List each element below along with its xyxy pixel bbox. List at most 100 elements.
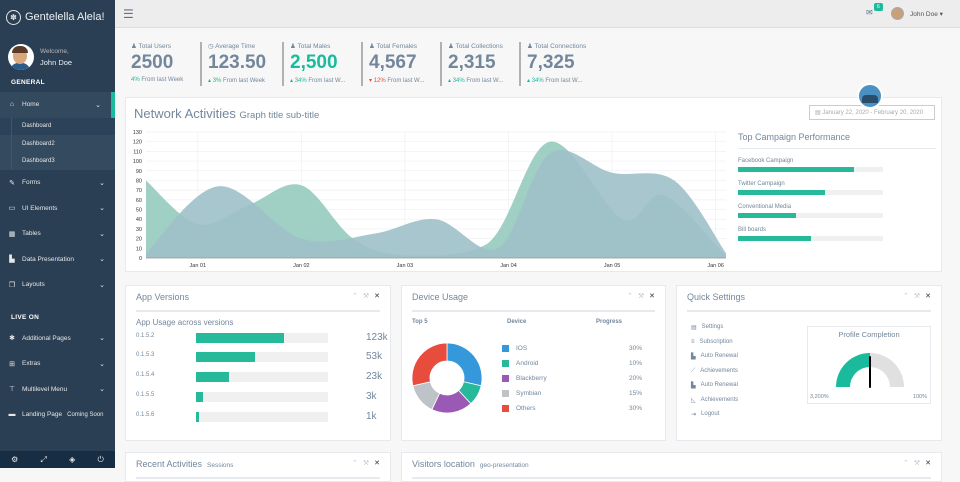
- profile-completion-gauge: Profile Completion 3,200% 100%: [807, 326, 931, 404]
- chevron-up-icon[interactable]: ⌃: [351, 293, 358, 300]
- sidebar-item-label: Landing Page: [22, 411, 63, 419]
- close-icon[interactable]: ✕: [374, 293, 380, 300]
- tile-label: Total Connections: [534, 43, 587, 50]
- device-row: Blackberry 20%: [502, 374, 647, 386]
- user-icon: ♟: [448, 43, 454, 50]
- laptop-icon: ▬: [8, 411, 16, 419]
- sidebar-item-multilevel-menu[interactable]: ⊤ Multilevel Menu ⌄: [0, 377, 115, 403]
- x-tick-label: Jan 04: [500, 263, 517, 269]
- settings-icon[interactable]: ⚙: [11, 455, 19, 464]
- quick-setting-label: Auto Renewal: [700, 382, 738, 388]
- panel-title: Quick Settings: [687, 292, 746, 302]
- tile-count: 2,500: [290, 52, 338, 73]
- legend-swatch: [502, 360, 509, 367]
- device-row: Android 10%: [502, 359, 647, 371]
- close-icon[interactable]: ✕: [374, 460, 380, 467]
- version-value: 1k: [366, 411, 377, 422]
- sidebar-subitem-dashboard3[interactable]: Dashboard3: [0, 152, 115, 171]
- close-icon[interactable]: ✕: [925, 293, 931, 300]
- table-icon: ▦: [8, 230, 16, 238]
- sidebar-subitem-dashboard[interactable]: Dashboard: [0, 117, 115, 135]
- tile-count: 4,567: [369, 52, 417, 73]
- sidebar-item-data-presentation[interactable]: ▙ Data Presentation ⌄: [0, 247, 115, 273]
- sort-asc-icon: ▴: [208, 78, 212, 84]
- tile-percent: 4%: [131, 77, 140, 83]
- sidebar-item-ui-elements[interactable]: ▭ UI Elements ⌄: [0, 196, 115, 222]
- quick-setting-settings[interactable]: ▤ Settings: [691, 324, 723, 331]
- campaign-label: Bill boards: [738, 227, 767, 233]
- chevron-down-icon: ⌄: [99, 205, 105, 213]
- sidebar-subitem-dashboard2[interactable]: Dashboard2: [0, 135, 115, 153]
- chevron-up-icon[interactable]: ⌃: [902, 293, 909, 300]
- quick-setting-achievements[interactable]: ◺ Achievements: [691, 397, 738, 404]
- y-tick-label: 80: [136, 178, 142, 184]
- brand[interactable]: ✽ Gentelella Alela!: [0, 0, 115, 34]
- campaign-progress: [738, 167, 883, 172]
- bar-chart-icon: ▙: [9, 256, 15, 264]
- device-row: Symbian 15%: [502, 389, 647, 401]
- chevron-down-icon: ⌄: [95, 101, 101, 109]
- sidebar-item-home[interactable]: ⌂ Home ⌄: [0, 92, 115, 118]
- chevron-up-icon[interactable]: ⌃: [351, 460, 358, 467]
- chevron-down-icon: ⌄: [99, 335, 105, 343]
- quick-setting-auto-renewal[interactable]: ▙ Auto Renewal: [691, 382, 738, 389]
- sidebar-item-layouts[interactable]: ❐ Layouts ⌄: [0, 272, 115, 298]
- fullscreen-icon[interactable]: ⤢: [40, 454, 47, 464]
- calendar-icon: ▤: [691, 325, 697, 331]
- avatar[interactable]: [8, 44, 34, 70]
- device-name: Android: [516, 360, 539, 367]
- user-avatar[interactable]: [891, 7, 904, 20]
- device-donut-chart: [411, 342, 483, 414]
- donut-slice-ios: [446, 342, 483, 387]
- campaign-progress-fill: [738, 236, 811, 241]
- sidebar-item-landing-page[interactable]: ▬ Landing Page Coming Soon: [0, 402, 115, 428]
- wrench-icon[interactable]: ⚒: [913, 460, 921, 467]
- version-row: 0.1.5.2 123k: [136, 330, 388, 344]
- sitemap-icon: ⊤: [8, 386, 16, 394]
- tile-count: 123.50: [208, 52, 267, 73]
- sidebar-item-additional-pages[interactable]: ✱ Additional Pages ⌄: [0, 326, 115, 352]
- quick-setting-achievements[interactable]: ⟋ Achievements: [691, 368, 738, 375]
- version-progress: [196, 352, 328, 362]
- y-tick-label: 10: [136, 246, 142, 252]
- logout-icon[interactable]: ⏻: [97, 454, 104, 464]
- y-tick-label: 130: [133, 130, 142, 136]
- close-icon[interactable]: ✕: [925, 460, 931, 467]
- chevron-up-icon[interactable]: ⌃: [902, 460, 909, 467]
- close-icon[interactable]: ✕: [649, 293, 655, 300]
- panel-title: Visitors location: [412, 459, 475, 469]
- wrench-icon[interactable]: ⚒: [637, 293, 645, 300]
- menu-toggle-icon[interactable]: ☰: [123, 7, 134, 21]
- gauge-min: 3,200%: [810, 394, 829, 400]
- caret-down-icon: ▾: [939, 11, 943, 18]
- version-progress: [196, 412, 328, 422]
- edit-icon: ✎: [9, 179, 15, 187]
- user-dropdown[interactable]: John Doe ▾: [910, 10, 943, 18]
- quick-setting-label: Achievements: [700, 367, 738, 374]
- welcome-text: Welcome,: [40, 47, 69, 55]
- wrench-icon[interactable]: ⚒: [362, 460, 370, 467]
- version-progress: [196, 392, 328, 402]
- quick-setting-auto-renewal[interactable]: ▙ Auto Renewal: [691, 353, 738, 360]
- sidebar-item-tables[interactable]: ▦ Tables ⌄: [0, 221, 115, 247]
- version-name: 0.1.5.6: [136, 412, 155, 418]
- sidebar-item-label: Forms: [22, 179, 41, 187]
- quick-setting-logout[interactable]: ⇥ Logout: [691, 411, 719, 418]
- area-chart-icon: ◺: [691, 397, 696, 404]
- chevron-down-icon: ⌄: [99, 281, 105, 289]
- home-submenu: Dashboard Dashboard2 Dashboard3: [0, 117, 115, 171]
- envelope-icon[interactable]: ✉: [866, 8, 873, 17]
- sidebar-item-forms[interactable]: ✎ Forms ⌄: [0, 170, 115, 196]
- lock-icon[interactable]: ◈: [69, 455, 76, 464]
- sidebar-item-extras[interactable]: ⊞ Extras ⌄: [0, 351, 115, 377]
- version-name: 0.1.5.5: [136, 392, 155, 398]
- version-name: 0.1.5.3: [136, 352, 155, 358]
- wrench-icon[interactable]: ⚒: [362, 293, 370, 300]
- quick-setting-subscription[interactable]: ≡ Subscription: [691, 339, 733, 345]
- wrench-icon[interactable]: ⚒: [913, 293, 921, 300]
- gauge-max: 100%: [912, 394, 927, 400]
- chevron-up-icon[interactable]: ⌃: [626, 293, 633, 300]
- version-name: 0.1.5.4: [136, 372, 155, 378]
- campaign-progress-fill: [738, 167, 854, 172]
- tile-period: From last W...: [308, 78, 346, 84]
